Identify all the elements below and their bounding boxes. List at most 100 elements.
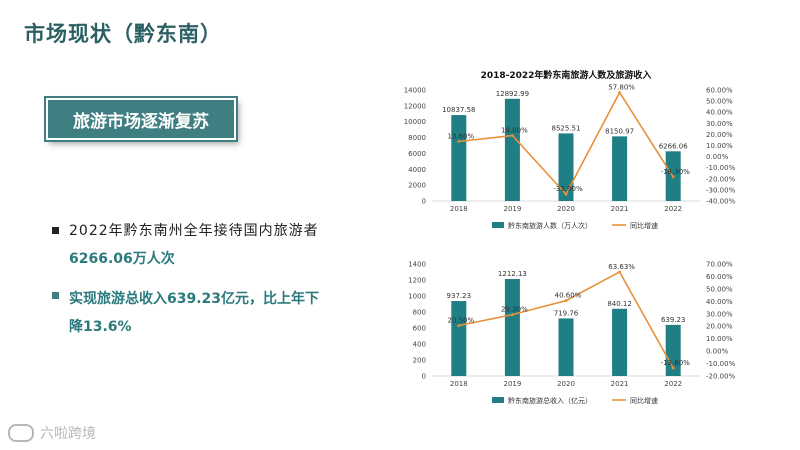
x-tick-label: 2021 <box>611 380 629 388</box>
bar-data-label: 937.23 <box>447 292 472 300</box>
y-tick-label: 0 <box>422 198 426 206</box>
line-data-label: 13.60% <box>447 133 474 141</box>
square-bullet-icon <box>52 227 59 234</box>
bar-data-label: 8525.51 <box>552 124 581 132</box>
bar-data-label: 10837.58 <box>442 106 475 114</box>
bullet-item: 实现旅游总收入639.23亿元，比上年下降13.6% <box>52 285 322 341</box>
y2-tick-label: 50.00% <box>706 98 733 106</box>
y-tick-label: 600 <box>413 325 426 333</box>
chart-tourists: 2018-2022年黔东南旅游人数及旅游收入 0 2000 4000 6000 8000 1… <box>404 69 736 230</box>
x-tick-label: 2019 <box>503 380 521 388</box>
y2-tick-label: 30.00% <box>706 120 733 128</box>
bar <box>451 115 467 201</box>
y2-tick-label: 40.00% <box>706 298 733 306</box>
bullet-content: 2022年黔东南州全年接待国内旅游者 6266.06万人次 <box>69 220 319 268</box>
bullet-highlight: 6266.06万人次 <box>69 251 175 267</box>
legend-label: 黔东南旅游总收入（亿元） <box>508 396 592 405</box>
legend-swatch-bar <box>492 222 504 228</box>
y2-tick-label: -20.00% <box>706 373 736 381</box>
y-tick-label: 8000 <box>408 134 426 142</box>
y-tick-label: 4000 <box>408 166 426 174</box>
legend-swatch-bar <box>492 397 504 403</box>
line-point <box>618 91 621 94</box>
y2-tick-label: 20.00% <box>706 131 733 139</box>
line-point <box>457 324 461 327</box>
y2-tick-label: 60.00% <box>706 87 733 95</box>
bar <box>504 279 520 376</box>
bullet-text: 2022年黔东南州全年接待国内旅游者 <box>69 223 319 239</box>
line-data-label: -33.90% <box>553 185 583 193</box>
y2-tick-label: 40.00% <box>706 109 733 117</box>
x-tick-label: 2018 <box>450 380 468 388</box>
y-tick-label: 2000 <box>408 182 426 190</box>
y2-tick-label: 30.00% <box>706 310 733 318</box>
y-tick-label: 6000 <box>408 150 426 158</box>
bullet-text: 实现旅游总收入639.23亿元，比上年下降13.6% <box>69 291 320 335</box>
y2-tick-label: 10.00% <box>706 335 733 343</box>
line-point <box>671 175 675 179</box>
line-point <box>564 299 568 302</box>
y-tick-label: 14000 <box>404 87 426 95</box>
page-title: 市场现状（黔东南） <box>24 22 222 46</box>
bar-data-label: 8150.97 <box>605 127 634 135</box>
bar <box>451 301 467 376</box>
y2-tick-label: -10.00% <box>706 164 736 172</box>
line-data-label: 19.00% <box>501 127 528 135</box>
line-data-label: -18.30% <box>661 168 691 176</box>
line-point <box>671 366 675 370</box>
bar-data-label: 1212.13 <box>498 270 527 278</box>
x-tick-label: 2020 <box>557 380 575 388</box>
bar <box>504 98 520 201</box>
y-tick-label: 12000 <box>404 102 426 110</box>
watermark-text: 六啦跨境 <box>40 426 96 442</box>
y-tick-label: 1000 <box>408 293 426 301</box>
bullet-item: 2022年黔东南州全年接待国内旅游者 6266.06万人次 <box>52 220 322 268</box>
watermark: 六啦跨境 <box>8 423 96 443</box>
y-tick-label: 0 <box>422 373 426 381</box>
chart-revenue: 0 200 400 600 800 1000 1200 1400 -20.00% -10.00% 0… <box>408 261 736 406</box>
y2-tick-label: 60.00% <box>706 273 733 281</box>
x-tick-label: 2022 <box>664 380 682 388</box>
line-data-label: 57.80% <box>608 83 635 91</box>
line-point <box>618 270 621 274</box>
legend-label: 黔东南旅游人数（万人次） <box>508 221 592 230</box>
line-data-label: -13.60% <box>661 359 691 367</box>
bar <box>558 133 574 201</box>
bar <box>612 308 628 376</box>
y2-tick-label: 20.00% <box>706 323 733 331</box>
x-tick-label: 2018 <box>450 205 468 213</box>
y2-tick-label: -10.00% <box>706 360 736 368</box>
bar-data-label: 6266.06 <box>659 142 688 150</box>
legend-label: 同比增速 <box>630 396 658 405</box>
y2-tick-label: 70.00% <box>706 261 733 269</box>
line-point <box>457 140 461 143</box>
bar-data-label: 12892.99 <box>496 90 529 98</box>
y2-tick-label: 0.00% <box>706 348 729 356</box>
y2-tick-label: 10.00% <box>706 142 733 150</box>
y-tick-label: 400 <box>413 341 426 349</box>
logo-icon <box>8 424 34 442</box>
y2-tick-label: 0.00% <box>706 153 729 161</box>
bar <box>665 324 681 376</box>
y-tick-label: 800 <box>413 309 426 317</box>
y-tick-label: 10000 <box>404 118 426 126</box>
legend-label: 同比增速 <box>630 221 658 230</box>
x-tick-label: 2022 <box>664 205 682 213</box>
y-tick-label: 1200 <box>408 277 426 285</box>
y2-tick-label: -30.00% <box>706 186 736 194</box>
bar-data-label: 840.12 <box>607 300 632 308</box>
x-tick-label: 2020 <box>557 205 575 213</box>
y2-tick-label: -40.00% <box>706 198 736 206</box>
line-data-label: 63.63% <box>608 263 635 271</box>
line-point <box>511 313 514 317</box>
line-data-label: 29.30% <box>501 306 528 314</box>
x-tick-label: 2021 <box>611 205 629 213</box>
section-banner: 旅游市场逐渐复苏 <box>46 98 236 140</box>
bar-data-label: 639.23 <box>661 316 686 324</box>
line-point <box>564 192 568 196</box>
line-point <box>511 134 514 137</box>
bar <box>612 136 628 201</box>
y-tick-label: 1400 <box>408 261 426 269</box>
line-data-label: 40.60% <box>555 292 582 300</box>
y-tick-label: 200 <box>413 357 426 365</box>
